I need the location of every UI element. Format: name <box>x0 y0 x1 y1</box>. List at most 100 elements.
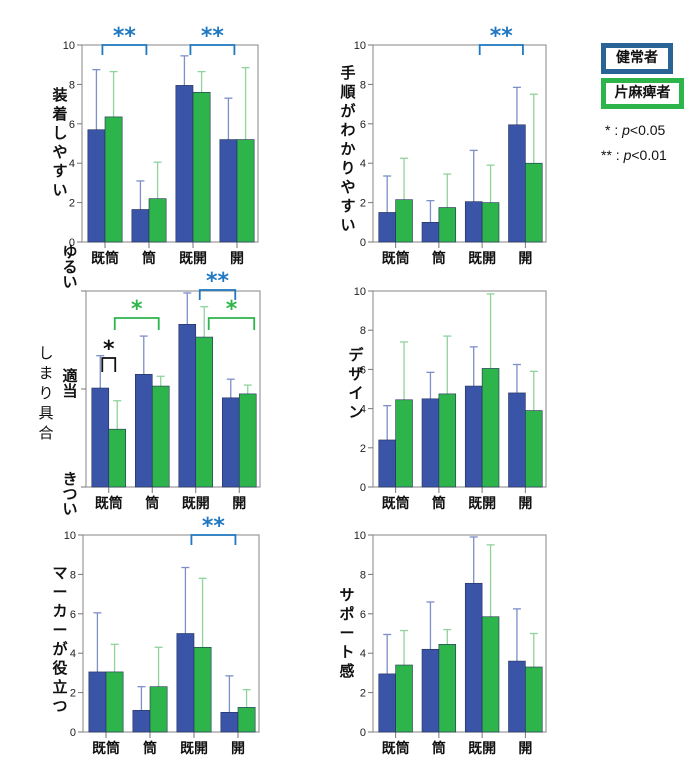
y-axis-label-char: り <box>340 159 355 177</box>
y-tick-label: 10 <box>354 530 366 542</box>
p05-stars: * <box>605 122 611 138</box>
y-tick-label: 4 <box>360 648 366 660</box>
plot-frame <box>372 534 547 733</box>
significance-bracket <box>113 317 160 330</box>
bar-hemiplegic <box>237 707 256 733</box>
y-tick-label-bottom: い <box>62 500 77 518</box>
bar-hemiplegic <box>481 368 500 488</box>
bar-hemiplegic <box>438 393 457 488</box>
y-axis-label-char: や <box>340 178 355 196</box>
significance-stars: ** <box>201 24 225 49</box>
y-tick-label: 0 <box>360 482 366 494</box>
y-tick-label: 4 <box>360 158 366 170</box>
y-tick-label: 2 <box>69 198 75 210</box>
y-tick-label-middle: 当 <box>62 382 77 400</box>
y-tick-label: 10 <box>354 286 366 298</box>
y-axis-label-char: し <box>38 344 53 362</box>
bar-hemiplegic <box>395 399 413 488</box>
x-category-label: 開 <box>518 741 532 757</box>
y-axis-label-char: わ <box>340 121 355 139</box>
bar-hemiplegic <box>395 199 413 243</box>
y-axis-label-char: か <box>340 140 355 158</box>
y-tick-label-bottom: き <box>62 470 77 488</box>
y-axis-label-char: 着 <box>51 105 67 123</box>
legend-hemiplegic-label: 片麻痺者 <box>614 85 671 101</box>
plot-frame <box>372 44 547 243</box>
y-tick-label-middle: 適 <box>62 367 77 385</box>
bar-hemiplegic <box>104 116 123 243</box>
x-category-label: 既筒 <box>91 250 119 267</box>
y-tick-label-top: る <box>62 258 77 276</box>
y-axis-label-char: ま <box>38 364 53 382</box>
y-tick-label: 2 <box>360 443 366 455</box>
bar-healthy <box>131 209 150 243</box>
y-axis-label-char: イ <box>348 384 363 402</box>
bar-hemiplegic <box>525 666 543 733</box>
bar-hemiplegic <box>481 202 500 243</box>
y-axis-label-char: つ <box>52 697 67 715</box>
bar-hemiplegic <box>192 91 211 243</box>
significance-stars: ** <box>113 24 137 49</box>
p01-sep: : <box>611 147 624 163</box>
bar-hemiplegic <box>481 616 500 733</box>
y-tick-label: 4 <box>360 404 366 416</box>
y-axis-label-char: が <box>52 640 68 658</box>
y-tick-label: 8 <box>70 569 76 581</box>
x-category-label: 開 <box>231 741 245 757</box>
y-axis-label-char: り <box>38 384 53 402</box>
bar-hemiplegic <box>195 336 214 488</box>
x-category-label: 開 <box>230 251 244 267</box>
p01-stars: ** <box>601 147 612 163</box>
bar-healthy <box>178 324 197 488</box>
p-note-05: * : p<0.05 <box>605 122 665 138</box>
y-tick-label: 6 <box>360 609 366 621</box>
legend-hemiplegic: 片麻痺者 <box>601 78 684 109</box>
p01-rel: <0.01 <box>631 147 667 163</box>
bar-healthy <box>221 397 240 488</box>
y-axis-label-char: カ <box>52 602 67 620</box>
x-category-label: 既筒 <box>382 495 410 512</box>
bar-healthy <box>378 439 396 488</box>
y-axis-label-char: 合 <box>38 424 53 442</box>
significance-stars: ** <box>202 514 226 539</box>
bar-healthy <box>508 124 526 243</box>
y-tick-label: 2 <box>360 198 366 210</box>
x-category-label: 既開 <box>180 741 208 757</box>
x-category-label: 既筒 <box>382 740 410 757</box>
significance-bracket <box>189 44 236 55</box>
y-tick-label: 0 <box>70 727 76 739</box>
y-axis-label-char: デ <box>348 346 364 364</box>
p01-p: p <box>623 147 632 163</box>
y-tick-label: 8 <box>360 569 366 581</box>
x-category-label: 筒 <box>142 250 156 267</box>
y-tick-label: 6 <box>360 119 366 131</box>
bar-healthy <box>508 660 526 733</box>
significance-stars: ** <box>490 24 514 49</box>
y-axis-label-char: 手 <box>340 64 355 82</box>
p05-sep: : <box>610 122 623 138</box>
significance-bracket <box>198 289 237 300</box>
y-axis-label-char: い <box>52 181 67 199</box>
y-tick-label: 6 <box>69 119 75 131</box>
y-axis-label-char: 順 <box>339 83 356 101</box>
bar-healthy <box>378 673 396 733</box>
bar-hemiplegic <box>193 646 212 733</box>
y-tick-label: 8 <box>69 79 75 91</box>
y-axis-label-char: し <box>52 124 67 142</box>
bar-healthy <box>175 85 194 243</box>
x-category-label: 筒 <box>143 740 157 757</box>
bar-hemiplegic <box>395 664 413 733</box>
significance-bracket <box>207 317 256 330</box>
plot-frame <box>372 290 547 488</box>
x-category-label: 既開 <box>468 741 496 757</box>
bar-hemiplegic <box>438 207 457 243</box>
bar-healthy <box>132 710 151 733</box>
x-category-label: 開 <box>518 251 532 267</box>
bar-hemiplegic <box>148 198 167 243</box>
y-axis-label-char: や <box>52 143 67 161</box>
y-axis-label-char: 役 <box>52 659 67 677</box>
